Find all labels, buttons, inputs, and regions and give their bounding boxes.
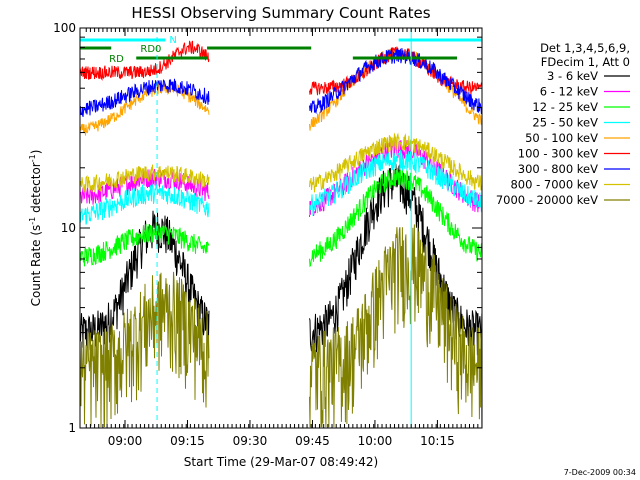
y-axis-label: Count Rate (s-1 detector-1)	[28, 150, 43, 307]
series-line-8-seg-1	[80, 164, 210, 193]
legend-label-1: 3 - 6 keV	[547, 69, 598, 83]
x-tick-label-3: 09:30	[233, 434, 268, 448]
x-axis-label: Start Time (29-Mar-07 08:49:42)	[184, 455, 378, 469]
legend: Det 1,3,4,5,6,9,FDecim 1, Att 03 - 6 keV…	[496, 41, 630, 207]
legend-label-8: 800 - 7000 keV	[510, 178, 598, 192]
legend-label-9: 7000 - 20000 keV	[496, 193, 598, 207]
flag-label-n: N	[169, 35, 176, 46]
legend-header-1: Det 1,3,4,5,6,9,	[540, 41, 630, 55]
footer-date: 7-Dec-2009 00:34	[564, 468, 636, 477]
series-group	[80, 28, 482, 428]
x-tick-label-2: 09:15	[170, 434, 205, 448]
series-line-7-seg-1	[80, 78, 210, 118]
legend-label-2: 6 - 12 keV	[540, 85, 598, 99]
axes: 1 10 100 09:00 09:15 09:30 09:45 10:00 10:15	[53, 21, 483, 448]
legend-label-6: 100 - 300 keV	[518, 147, 598, 161]
legend-label-5: 50 - 100 keV	[525, 131, 598, 145]
series-line-7-seg-2	[309, 48, 482, 115]
series-line-3-seg-1	[80, 222, 210, 267]
legend-label-4: 25 - 50 keV	[532, 116, 598, 130]
series-line-6-seg-2	[309, 46, 482, 96]
x-tick-label-5: 10:00	[358, 434, 393, 448]
chart-title: HESSI Observing Summary Count Rates	[131, 4, 430, 22]
legend-label-3: 12 - 25 keV	[532, 100, 598, 114]
legend-header-2: FDecim 1, Att 0	[541, 55, 630, 69]
y-tick-label-3: 100	[53, 21, 76, 35]
plot-area: N RD0 RD	[80, 28, 482, 428]
y-tick-label-1: 1	[68, 421, 76, 435]
series-line-4-seg-2	[309, 149, 482, 217]
series-line-4-seg-1	[80, 183, 210, 225]
series-line-9-seg-1	[80, 271, 210, 428]
x-tick-label-6: 10:15	[420, 434, 455, 448]
x-tick-label-4: 09:45	[295, 434, 330, 448]
flag-label-rd0: RD0	[140, 44, 161, 55]
flag-label-rd: RD	[109, 54, 124, 65]
series-line-6-seg-1	[80, 40, 210, 81]
series-line-8-seg-2	[309, 132, 482, 193]
y-tick-label-2: 10	[61, 221, 76, 235]
series-line-3-seg-2	[309, 167, 482, 268]
x-tick-label-1: 09:00	[108, 434, 143, 448]
series-line-5-seg-1	[80, 81, 210, 136]
legend-label-7: 300 - 800 keV	[518, 162, 598, 176]
series-line-9-seg-2	[309, 224, 482, 428]
